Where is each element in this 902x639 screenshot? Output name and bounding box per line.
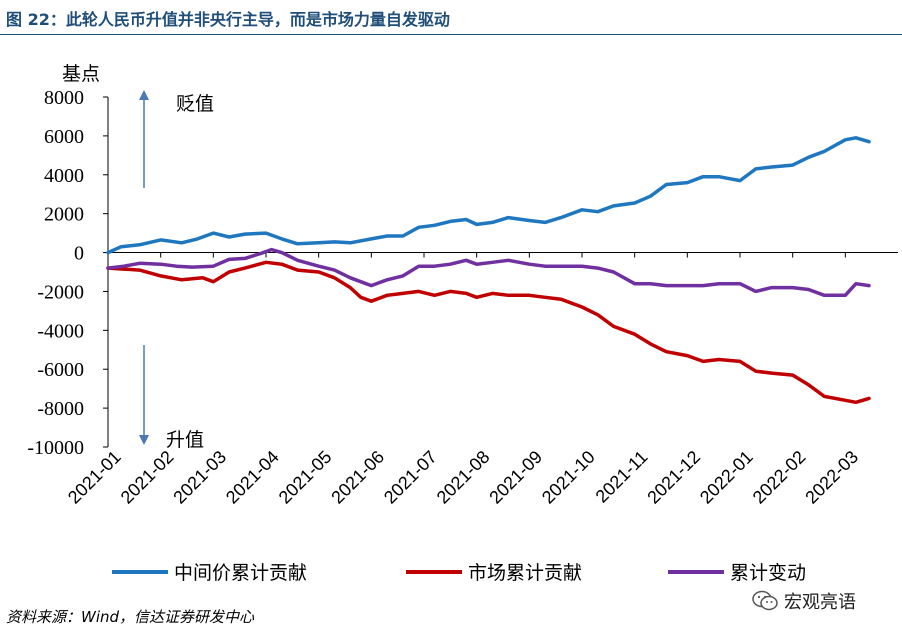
- watermark: 宏观亮语: [752, 588, 856, 614]
- x-tick-label: 2022-02: [749, 447, 810, 508]
- x-tick-label: 2021-08: [433, 447, 494, 508]
- y-tick-label: 8000: [44, 87, 84, 109]
- y-tick-label: 4000: [44, 165, 84, 187]
- series-line: [106, 136, 871, 255]
- x-tick-label: 2022-03: [801, 447, 862, 508]
- x-tick-label: 2021-12: [643, 447, 704, 508]
- page-title: 图 22：此轮人民币升值并非央行主导，而是市场力量自发驱动: [6, 10, 450, 29]
- y-tick-label: 0: [74, 243, 84, 265]
- x-tick-label: 2021-02: [117, 447, 178, 508]
- y-tick-label: -4000: [37, 320, 84, 342]
- appreciation-label: 升值: [166, 429, 204, 451]
- y-axis-label: 基点: [62, 63, 100, 85]
- x-tick-label: 2021-03: [169, 447, 230, 508]
- x-tick-label: 2021-07: [380, 447, 441, 508]
- watermark-text: 宏观亮语: [784, 592, 856, 613]
- y-tick-label: -8000: [37, 398, 84, 420]
- x-tick-label: 2021-04: [222, 447, 283, 508]
- y-tick-label: 6000: [44, 126, 84, 148]
- legend-label: 累计变动: [730, 562, 806, 584]
- x-tick-label: 2022-01: [696, 447, 757, 508]
- legend-label: 中间价累计贡献: [174, 562, 307, 584]
- source-note: 资料来源：Wind，信达证券研发中心: [6, 608, 255, 626]
- y-tick-label: 2000: [44, 204, 84, 226]
- series-line: [106, 247, 871, 298]
- series-line: [106, 260, 871, 405]
- y-tick-label: -2000: [37, 281, 84, 303]
- x-tick-label: 2021-06: [327, 447, 388, 508]
- x-tick-label: 2021-09: [485, 447, 546, 508]
- title-divider: [0, 34, 902, 35]
- wechat-icon: [752, 590, 778, 611]
- x-tick-label: 2021-05: [275, 447, 336, 508]
- x-tick-label: 2021-10: [538, 447, 599, 508]
- depreciation-label: 贬值: [176, 93, 214, 115]
- legend-label: 市场累计贡献: [468, 562, 582, 584]
- y-tick-label: -10000: [27, 437, 84, 459]
- x-tick-label: 2021-11: [592, 447, 652, 507]
- y-tick-label: -6000: [37, 359, 84, 381]
